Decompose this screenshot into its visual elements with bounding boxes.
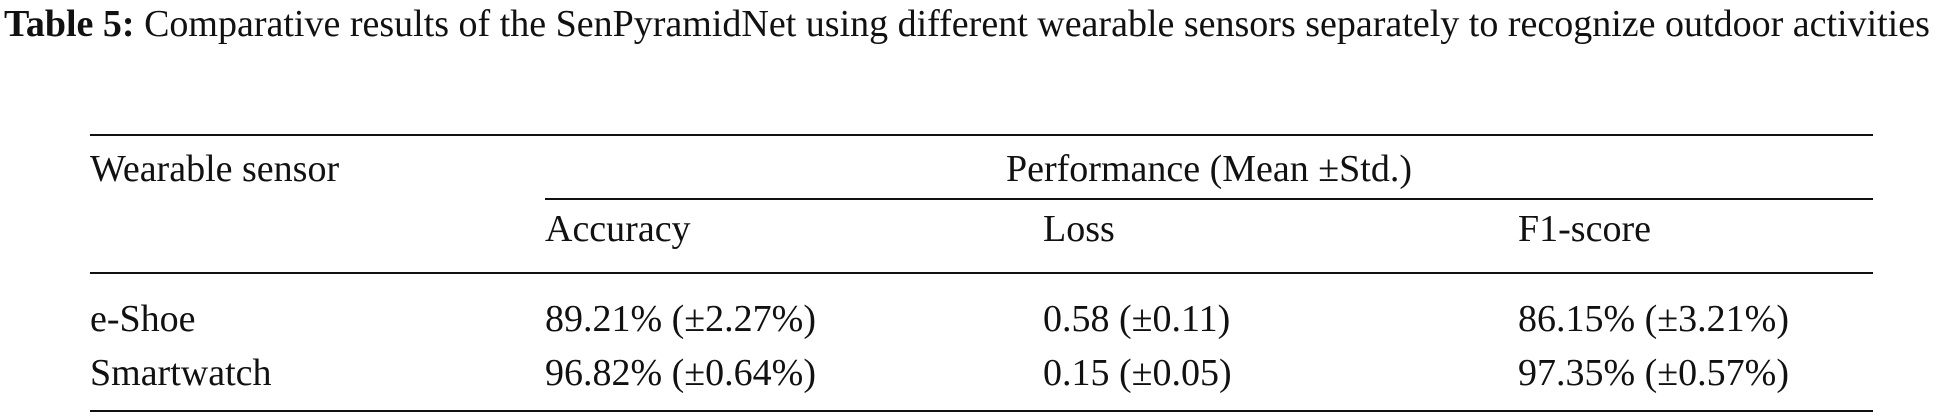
table-cell: 97.35% (±0.57%) [1518, 352, 1789, 394]
table-cell: 0.58 (±0.11) [1043, 298, 1231, 340]
column-header: F1-score [1518, 208, 1651, 250]
column-header: Loss [1043, 208, 1115, 250]
table-cell: 96.82% (±0.64%) [545, 352, 816, 394]
row-label: e-Shoe [90, 298, 196, 340]
table-cell: 0.15 (±0.05) [1043, 352, 1232, 394]
mid-rule [90, 272, 1873, 274]
top-rule [90, 134, 1873, 136]
group-header: Performance (Mean ±Std.) [1006, 148, 1412, 190]
row-label: Smartwatch [90, 352, 272, 394]
group-rule [545, 198, 1873, 200]
table-cell: 86.15% (±3.21%) [1518, 298, 1789, 340]
caption-label: Table 5: [4, 3, 135, 45]
table-cell: 89.21% (±2.27%) [545, 298, 816, 340]
caption-text: Comparative results of the SenPyramidNet… [144, 3, 1930, 45]
row-header: Wearable sensor [90, 148, 340, 190]
bottom-rule [90, 410, 1873, 412]
caption: Table 5: Comparative results of the SenP… [4, 2, 1948, 46]
column-header: Accuracy [545, 208, 691, 250]
